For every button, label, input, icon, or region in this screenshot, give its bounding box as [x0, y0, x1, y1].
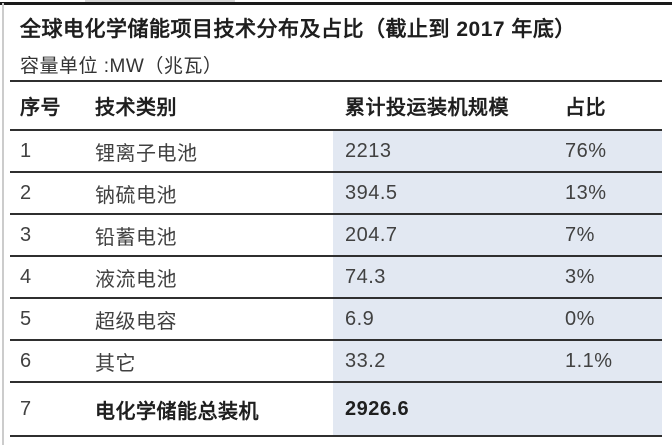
cell-tech: 钠硫电池: [95, 184, 177, 207]
cell-seq: 1: [20, 139, 32, 162]
cell-tech: 锂离子电池: [95, 142, 198, 165]
cell-capacity: 33.2: [333, 341, 560, 381]
cell-seq: 3: [20, 223, 32, 246]
cell-share: 7%: [560, 215, 662, 255]
cell-tech: 其它: [95, 352, 136, 375]
left-border-line: [2, 3, 4, 445]
cell-capacity: 6.9: [333, 299, 560, 339]
table-row: 7 电化学储能总装机 2926.6: [10, 383, 662, 437]
table-row: 6 其它 33.2 1.1%: [10, 341, 662, 383]
cell-share: 76%: [560, 131, 662, 171]
cell-seq: 2: [20, 181, 32, 204]
cell-capacity: 394.5: [333, 173, 560, 213]
cell-seq: 4: [20, 265, 32, 288]
table-row: 1 锂离子电池 2213 76%: [10, 131, 662, 173]
storage-table: 序号 技术类别 累计投运装机规模 占比 1 锂离子电池 2213 76% 2 钠…: [10, 80, 662, 437]
top-border-line: [0, 2, 672, 5]
cell-seq: 7: [20, 397, 32, 420]
table-header-row: 序号 技术类别 累计投运装机规模 占比: [10, 80, 662, 131]
table-body: 1 锂离子电池 2213 76% 2 钠硫电池 394.5 13% 3 铅蓄电池…: [10, 131, 662, 437]
cell-seq: 6: [20, 349, 32, 372]
cell-capacity: 74.3: [333, 257, 560, 297]
cell-capacity: 2926.6: [333, 383, 560, 435]
table-row: 5 超级电容 6.9 0%: [10, 299, 662, 341]
table-row: 4 液流电池 74.3 3%: [10, 257, 662, 299]
header-share: 占比: [565, 97, 606, 119]
cell-share: 13%: [560, 173, 662, 213]
cell-tech: 液流电池: [95, 268, 177, 291]
cell-share: 0%: [560, 299, 662, 339]
header-capacity: 累计投运装机规模: [345, 97, 509, 119]
cell-tech: 铅蓄电池: [95, 226, 177, 249]
cell-capacity: 204.7: [333, 215, 560, 255]
cell-share: [560, 383, 662, 435]
cell-capacity: 2213: [333, 131, 560, 171]
capacity-unit-subtitle: 容量单位 :MW（兆瓦）: [20, 56, 223, 77]
cell-tech: 电化学储能总装机: [95, 400, 259, 423]
cell-share: 1.1%: [560, 341, 662, 381]
cell-tech: 超级电容: [95, 310, 177, 333]
table-row: 3 铅蓄电池 204.7 7%: [10, 215, 662, 257]
table-row: 2 钠硫电池 394.5 13%: [10, 173, 662, 215]
header-tech: 技术类别: [95, 97, 177, 119]
cell-seq: 5: [20, 307, 32, 330]
top-crop-artifact: [85, 0, 235, 2]
page-title: 全球电化学储能项目技术分布及占比（截止到 2017 年底）: [20, 18, 576, 41]
cell-share: 3%: [560, 257, 662, 297]
header-seq: 序号: [20, 97, 61, 119]
